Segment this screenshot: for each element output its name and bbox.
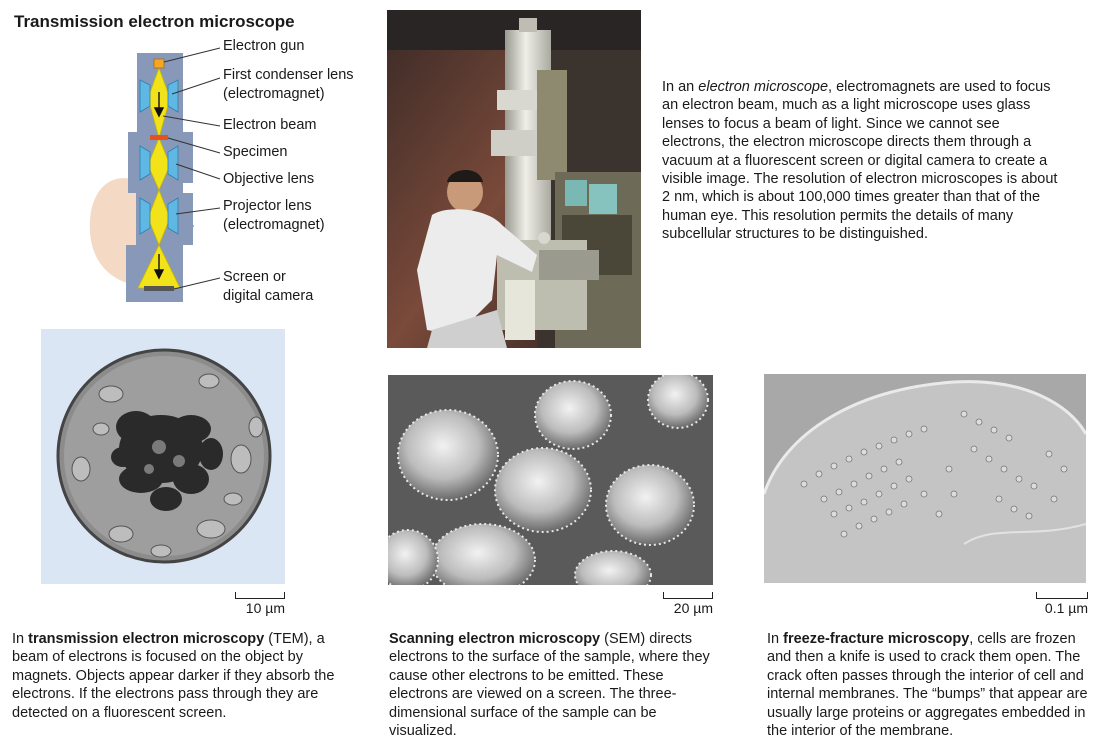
freeze-fracture-micrograph xyxy=(764,374,1086,583)
label-electron-gun: Electron gun xyxy=(223,38,305,54)
label-projector-lens-sub: (electromagnet) xyxy=(223,217,325,233)
intro-paragraph: In an electron microscope, electromagnet… xyxy=(662,79,1058,243)
label-electron-beam: Electron beam xyxy=(223,117,317,133)
objective-lens xyxy=(139,145,179,181)
ff-scale-line xyxy=(1036,592,1088,599)
sem-scale-bar: 20 µm xyxy=(663,592,713,616)
projector-lens xyxy=(139,197,179,235)
electron-gun xyxy=(153,58,165,69)
ff-caption: In freeze-fracture microscopy, cells are… xyxy=(767,631,1088,740)
first-condenser-lens xyxy=(139,79,179,113)
label-specimen: Specimen xyxy=(223,144,288,160)
sem-scale-line xyxy=(663,592,713,599)
tem-caption-term: transmission electron microscopy xyxy=(28,631,265,647)
screen xyxy=(144,286,174,291)
sem-scale-label: 20 µm xyxy=(673,600,713,616)
diagram-title: Transmission electron microscope xyxy=(14,12,295,31)
sem-caption: Scanning electron microscopy (SEM) direc… xyxy=(389,631,710,740)
tem-diagram xyxy=(89,47,221,302)
intro-italic-term: electron microscope xyxy=(698,79,829,95)
tem-scale-line xyxy=(235,592,285,599)
ff-caption-term: freeze-fracture microscopy xyxy=(783,631,970,647)
label-first-condenser-lens: First condenser lens xyxy=(223,67,354,83)
label-screen-sub: digital camera xyxy=(223,288,314,304)
tem-caption: In transmission electron microscopy (TEM… xyxy=(12,631,335,721)
tem-micrograph xyxy=(41,329,285,584)
tem-scale-label: 10 µm xyxy=(245,600,285,616)
ff-scale-bar: 0.1 µm xyxy=(1036,592,1088,616)
label-screen: Screen or xyxy=(223,269,286,285)
tem-scale-bar: 10 µm xyxy=(235,592,285,616)
label-first-condenser-lens-sub: (electromagnet) xyxy=(223,86,325,102)
label-projector-lens: Projector lens xyxy=(223,198,312,214)
sem-micrograph xyxy=(388,375,713,585)
ff-scale-label: 0.1 µm xyxy=(1044,600,1088,616)
sem-caption-term: Scanning electron microscopy xyxy=(389,631,601,647)
electron-microscope-photo xyxy=(387,10,641,348)
specimen xyxy=(150,135,168,140)
label-objective-lens: Objective lens xyxy=(223,171,315,187)
